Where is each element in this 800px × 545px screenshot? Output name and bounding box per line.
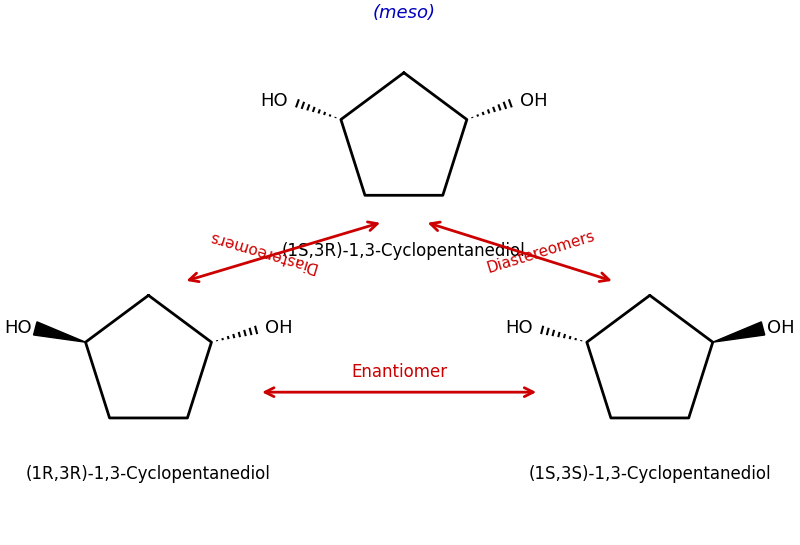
Text: HO: HO [261,92,288,110]
Text: OH: OH [266,319,293,337]
Text: (meso): (meso) [372,4,435,22]
Text: Diastereomers: Diastereomers [206,229,318,275]
Text: (1R,3R)-1,3-Cyclopentanediol: (1R,3R)-1,3-Cyclopentanediol [26,465,271,483]
Text: Diastereomers: Diastereomers [485,228,597,276]
Text: HO: HO [4,319,31,337]
Polygon shape [713,322,765,342]
Text: OH: OH [767,319,794,337]
Text: (1S,3S)-1,3-Cyclopentanediol: (1S,3S)-1,3-Cyclopentanediol [529,465,771,483]
Polygon shape [34,322,86,342]
Text: Enantiomer: Enantiomer [351,362,447,380]
Text: HO: HO [505,319,533,337]
Text: OH: OH [519,92,547,110]
Text: (1S,3R)-1,3-Cyclopentanediol: (1S,3R)-1,3-Cyclopentanediol [282,242,526,260]
